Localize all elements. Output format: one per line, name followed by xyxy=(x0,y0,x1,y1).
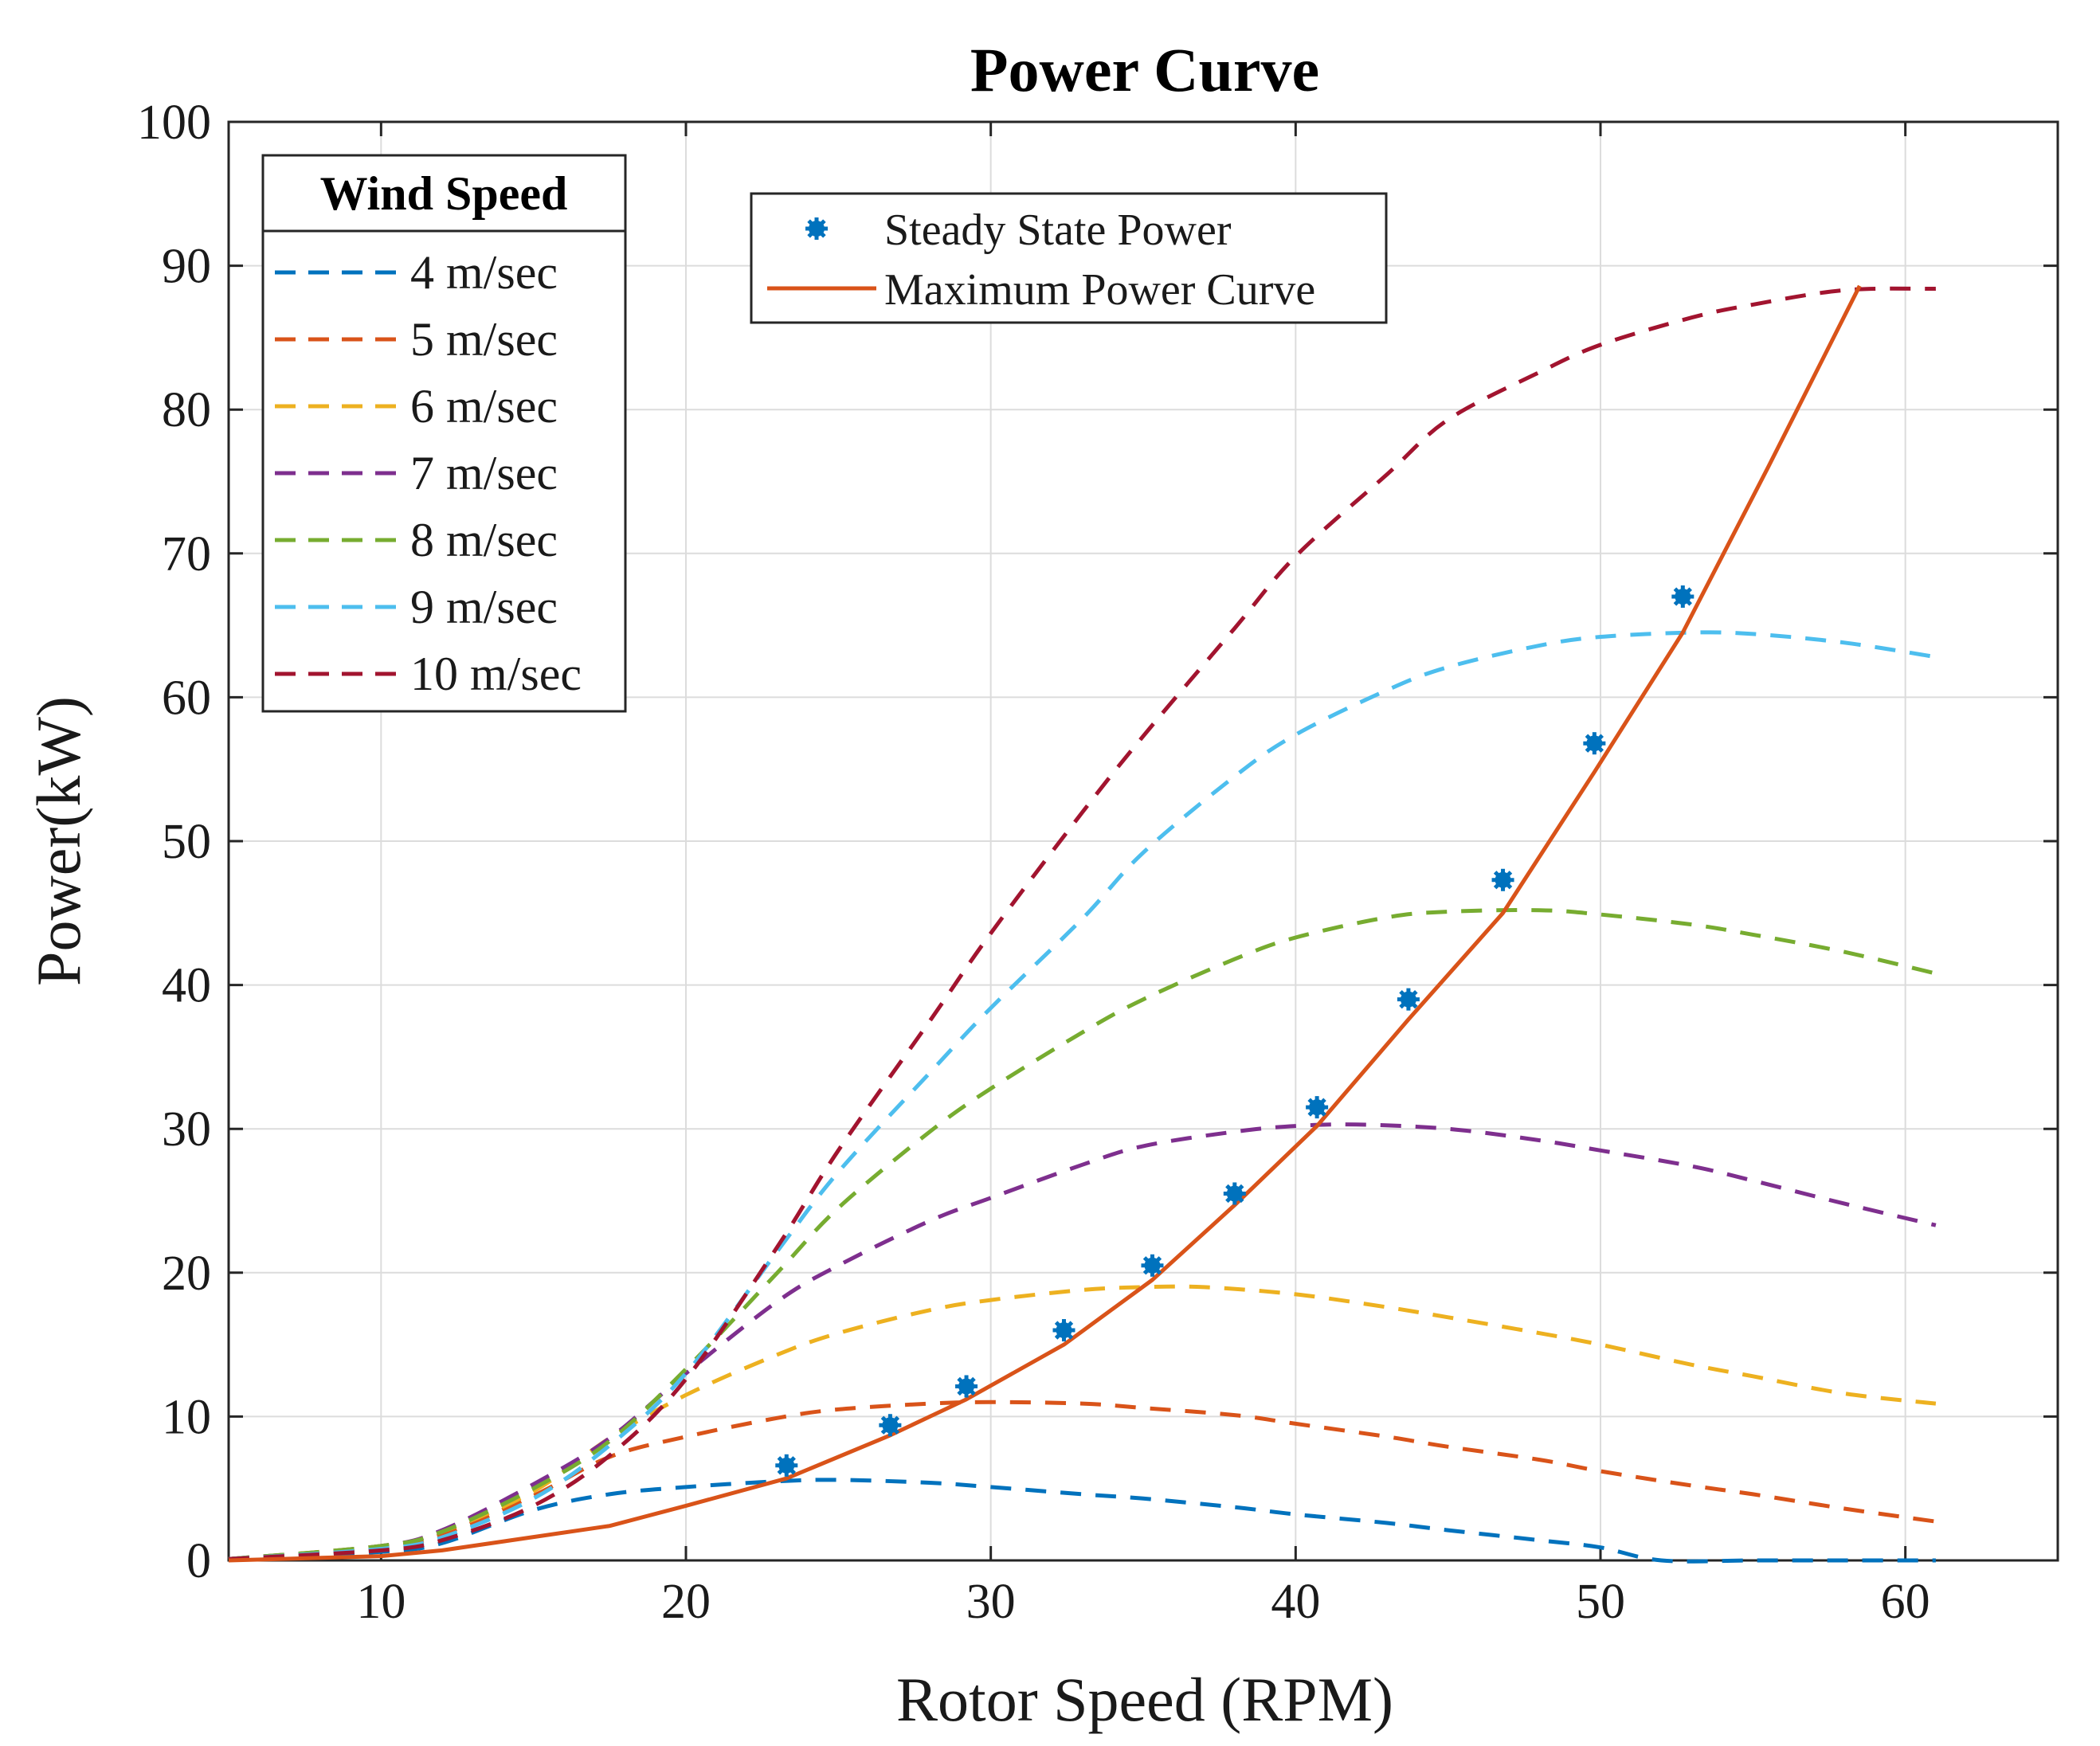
steady-state-point xyxy=(1671,585,1694,608)
steady-state-point xyxy=(775,1454,798,1477)
steady-state-point xyxy=(1141,1254,1164,1277)
wind-legend-entry: 8 m/sec xyxy=(275,514,558,566)
y-axis-label: Power(kW) xyxy=(24,696,93,986)
x-axis-label: Rotor Speed (RPM) xyxy=(896,1665,1393,1734)
wind-legend-entry: 9 m/sec xyxy=(275,581,558,633)
steady-state-point xyxy=(955,1375,978,1398)
chart-title: Power Curve xyxy=(970,35,1319,104)
maximum-power-curve-line xyxy=(228,284,1862,1563)
wind-legend-label: 8 m/sec xyxy=(410,514,558,566)
wind-legend-entry: 6 m/sec xyxy=(275,380,558,433)
y-tick-label: 100 xyxy=(137,96,211,150)
wind-legend-label: 6 m/sec xyxy=(410,380,558,433)
x-tick-label: 60 xyxy=(1881,1575,1930,1629)
wind-legend-box xyxy=(261,154,627,713)
maximum-power-curve xyxy=(228,284,1862,1563)
wind-speed-series xyxy=(228,286,1937,1564)
wind-legend-entry: 7 m/sec xyxy=(275,447,558,499)
steady-state-point xyxy=(1583,732,1606,755)
series-line-10-m-sec xyxy=(228,286,1936,1561)
wind-speed-legend: Wind Speed 4 m/sec 5 m/sec 6 m/sec 7 m/sec 8… xyxy=(261,154,627,713)
wind-legend-entry: 10 m/sec xyxy=(275,648,582,700)
wind-legend-entries: 4 m/sec 5 m/sec 6 m/sec 7 m/sec 8 m/sec 9 m/s… xyxy=(275,246,582,700)
y-tick-label: 10 xyxy=(162,1390,211,1444)
y-tick-label: 70 xyxy=(162,527,211,581)
steady-state-legend-label: Steady State Power xyxy=(884,206,1232,255)
steady-state-power-markers xyxy=(775,585,1694,1477)
steady-state-point xyxy=(1491,868,1514,891)
steady-state-marker-sample xyxy=(805,217,828,240)
x-tick-label: 20 xyxy=(661,1575,711,1629)
y-tick-label: 40 xyxy=(162,959,211,1013)
y-tick-label: 80 xyxy=(162,383,211,437)
y-tick-label: 60 xyxy=(162,671,211,725)
steady-state-point xyxy=(1397,988,1420,1011)
power-legend-box xyxy=(750,192,1388,324)
x-tick-label: 50 xyxy=(1576,1575,1625,1629)
x-tick-label: 40 xyxy=(1271,1575,1320,1629)
series-line-7-m-sec xyxy=(228,1122,1937,1561)
y-tick-label: 50 xyxy=(162,815,211,869)
series-line-9-m-sec xyxy=(228,630,1937,1561)
y-axis-ticks: 0 10 20 30 40 50 60 70 80 90 100 xyxy=(137,96,2058,1588)
x-tick-label: 10 xyxy=(356,1575,406,1629)
y-tick-label: 90 xyxy=(162,240,211,294)
series-line-8-m-sec xyxy=(228,908,1937,1561)
y-tick-label: 0 xyxy=(186,1534,211,1588)
max-curve-legend-label: Maximum Power Curve xyxy=(884,265,1315,315)
wind-legend-label: 9 m/sec xyxy=(410,581,558,633)
y-tick-label: 20 xyxy=(162,1247,211,1301)
power-legend-max-entry: Maximum Power Curve xyxy=(767,265,1315,315)
power-legend: Steady State Power Maximum Power Curve xyxy=(750,192,1388,324)
steady-state-point xyxy=(1306,1096,1329,1119)
x-axis-ticks: 10 20 30 40 50 60 xyxy=(356,122,1930,1629)
wind-legend-title: Wind Speed xyxy=(320,167,568,220)
steady-state-marker-glyph xyxy=(805,217,828,240)
wind-legend-label: 7 m/sec xyxy=(410,447,558,499)
power-legend-steady-entry: Steady State Power xyxy=(805,206,1232,255)
y-tick-label: 30 xyxy=(162,1102,211,1157)
wind-legend-label: 5 m/sec xyxy=(410,313,558,366)
wind-legend-label: 10 m/sec xyxy=(410,648,582,700)
steady-state-point xyxy=(879,1414,902,1437)
x-tick-label: 30 xyxy=(966,1575,1016,1629)
grid-lines xyxy=(229,121,2058,1561)
wind-legend-entry: 4 m/sec xyxy=(275,246,558,299)
steady-state-point xyxy=(1223,1182,1246,1205)
wind-legend-label: 4 m/sec xyxy=(410,246,558,299)
wind-legend-entry: 5 m/sec xyxy=(275,313,558,366)
series-line-4-m-sec xyxy=(228,1478,1936,1564)
steady-state-point xyxy=(1052,1319,1075,1342)
